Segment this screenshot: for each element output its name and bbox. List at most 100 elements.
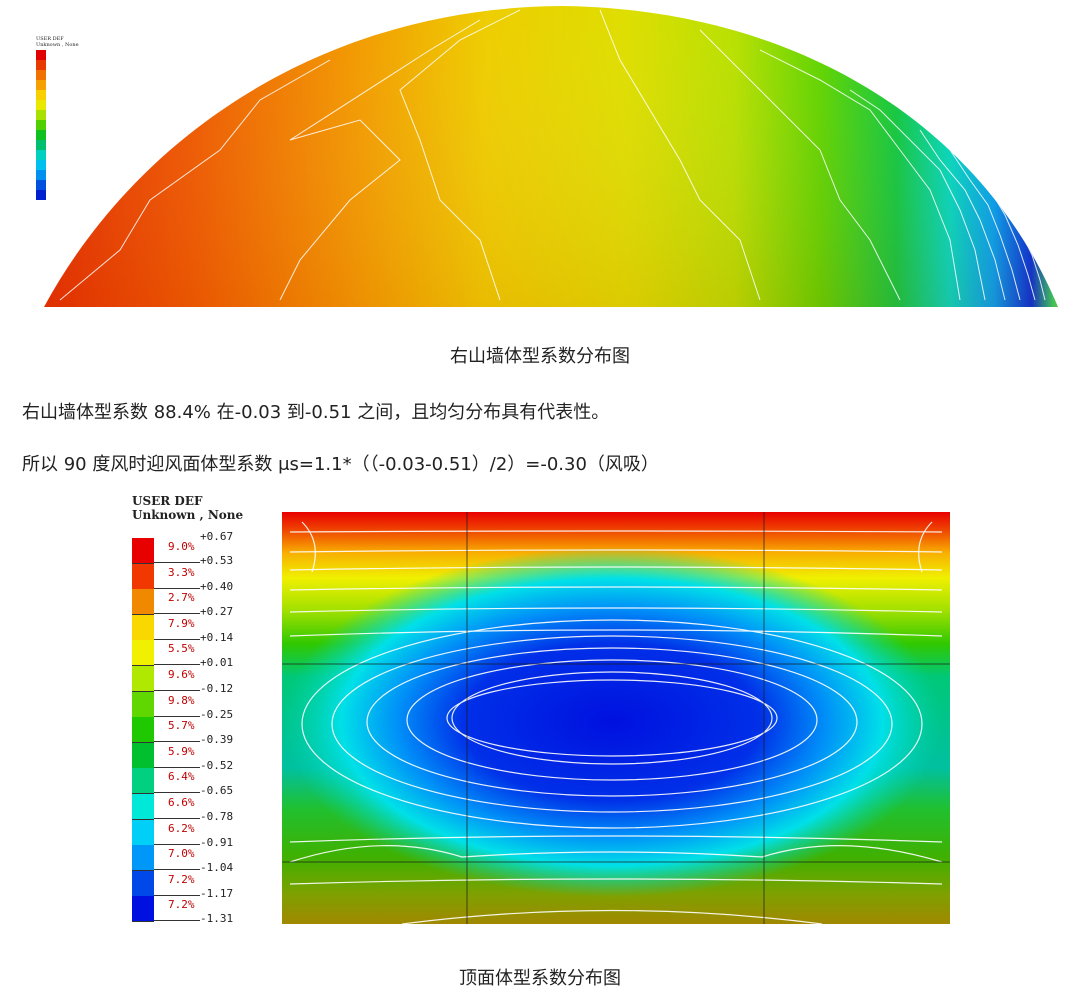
figure2-legend-value: -1.17 (200, 886, 234, 900)
figure2-legend-value: +0.01 (200, 656, 234, 670)
figure2-legend-row: 7.9% +0.14 (132, 614, 272, 644)
figure2-legend-swatch (132, 819, 154, 846)
figure2-legend-value: -0.78 (200, 810, 234, 823)
figure2-legend-row: 6.4% -0.65 (132, 768, 272, 798)
figure2-legend-value: +0.53 (200, 554, 234, 567)
figure1-legend-swatch (36, 160, 46, 170)
figure2-legend-row: 9.8% -0.25 (132, 691, 272, 721)
figure2-legend-tick (154, 613, 200, 615)
paragraph-line-1: 右山墙体型系数 88.4% 在-0.03 到-0.51 之间，且均匀分布具有代表… (22, 402, 610, 423)
figure1-legend-swatch (36, 150, 46, 160)
figure2-legend-row: 6.6% -0.78 (132, 794, 272, 823)
figure2-legend-value: +0.40 (200, 579, 234, 593)
figure1-legend-swatch (36, 80, 46, 90)
figure2-legend-swatch (132, 742, 154, 769)
figure2-legend-tick (154, 792, 200, 794)
figure2-legend-value: -1.04 (200, 861, 234, 875)
figure2-legend-row: 7.2% -1.17 (132, 870, 272, 900)
figure2-legend-value: -0.91 (200, 835, 234, 849)
figure1-legend-swatch (36, 70, 46, 80)
figure2-legend-tick (154, 562, 200, 563)
figure1-legend-swatch (36, 90, 46, 100)
figure2-legend-percent: 5.9% (168, 744, 195, 758)
figure2-legend-percent: 6.4% (168, 770, 195, 784)
figure2-legend-percent: 3.3% (168, 565, 195, 579)
figure2-legend-swatch (132, 666, 154, 692)
figure1-legend-swatch (36, 180, 46, 190)
figure2-legend-row: 9.6% -0.12 (132, 666, 272, 695)
figure2-legend-percent: 9.6% (168, 668, 195, 681)
figure2-legend-row: 6.2% -0.91 (132, 819, 272, 849)
figure2-legend-swatch (132, 845, 154, 872)
figure2-legend-row: 3.3% +0.40 (132, 563, 272, 593)
figure2-legend: USER DEF Unknown , None +0.67 9.0% +0.53 3… (132, 494, 272, 934)
figure2-legend-tick (154, 587, 200, 589)
figure2-legend-value: -0.12 (200, 682, 234, 695)
figure2-legend-tick (154, 843, 200, 845)
figure2-legend-tick (154, 920, 200, 922)
figure2-legend-swatch (132, 563, 154, 590)
figure2-legend-percent: 7.0% (168, 847, 195, 861)
figure1-legend: USER DEF Unknown , None (36, 36, 96, 206)
figure2-legend-tick (154, 741, 200, 743)
figure2-legend-percent: 9.8% (168, 693, 195, 707)
figure1-dome-plot (0, 0, 1080, 320)
figure1-legend-swatch (36, 130, 46, 140)
figure1-legend-swatch (36, 100, 46, 110)
figure2-legend-value: -0.39 (200, 733, 234, 747)
figure2-legend-percent: 7.2% (168, 872, 195, 886)
figure2-legend-tick (154, 818, 200, 819)
figure2-legend-percent: 5.5% (168, 642, 195, 656)
figure2-legend-percent: 9.0% (168, 540, 195, 553)
figure2-legend-tick (154, 715, 200, 717)
figure1-legend-swatches (36, 50, 46, 200)
figure2-caption: 顶面体型系数分布图 (459, 968, 621, 989)
figure2-legend-row: 9.0% +0.53 (132, 538, 272, 567)
figure1-legend-swatch (36, 170, 46, 180)
figure2-legend-tick (154, 766, 200, 768)
figure1-caption: 右山墙体型系数分布图 (450, 346, 630, 367)
figure2-legend-tick (154, 664, 200, 666)
figure1-legend-swatch (36, 190, 46, 200)
figure2-legend-value: -1.31 (200, 912, 234, 926)
figure2-legend-value: -0.65 (200, 784, 234, 798)
figure2-legend-swatch (132, 768, 154, 795)
figure2-legend-row: 5.9% -0.52 (132, 742, 272, 772)
figure1-legend-swatch (36, 140, 46, 150)
figure2-legend-top-value: +0.67 (200, 530, 234, 543)
figure1-legend-title-1: USER DEF (36, 36, 64, 42)
figure2-legend-row: 2.7% +0.27 (132, 589, 272, 619)
figure1-legend-title-2: Unknown , None (36, 42, 79, 48)
figure2-legend-tick (154, 638, 200, 640)
figure2-legend-swatch (132, 691, 154, 718)
figure2-legend-value: -0.25 (200, 707, 234, 721)
figure2-legend-percent: 5.7% (168, 719, 195, 733)
figure2-legend-swatch (132, 640, 154, 667)
figure2-legend-swatch (132, 896, 154, 923)
figure2-legend-percent: 6.6% (168, 796, 195, 809)
figure1-legend-swatch (36, 120, 46, 130)
figure2-legend-title-2: Unknown , None (132, 508, 244, 522)
figure2-legend-percent: 7.9% (168, 616, 195, 630)
figure2-legend-value: +0.14 (200, 630, 234, 644)
figure2-legend-percent: 7.2% (168, 898, 195, 912)
figure1-legend-swatch (36, 50, 46, 60)
figure2-legend-row: 5.7% -0.39 (132, 717, 272, 747)
figure2-legend-row: 5.5% +0.01 (132, 640, 272, 670)
figure2-legend-swatch (132, 589, 154, 616)
figure2-legend-swatch (132, 614, 154, 641)
figure2-legend-value: -0.52 (200, 758, 234, 772)
figure2-legend-row: 7.0% -1.04 (132, 845, 272, 875)
figure1-legend-swatch (36, 60, 46, 70)
figure2-legend-swatch (132, 538, 154, 564)
figure2-legend-tick (154, 894, 200, 896)
figure2-legend-tick (154, 690, 200, 691)
figure2-legend-swatch (132, 870, 154, 897)
figure2-contour-plot (282, 512, 950, 925)
figure2-legend-tick (154, 869, 200, 871)
figure2-legend-swatch (132, 794, 154, 820)
figure2-legend-value: +0.27 (200, 605, 234, 619)
figure2-legend-title-1: USER DEF (132, 494, 203, 508)
figure2-legend-percent: 6.2% (168, 821, 195, 835)
paragraph-line-2: 所以 90 度风时迎风面体型系数 μs=1.1*（（-0.03-0.51）/2）… (22, 454, 659, 475)
